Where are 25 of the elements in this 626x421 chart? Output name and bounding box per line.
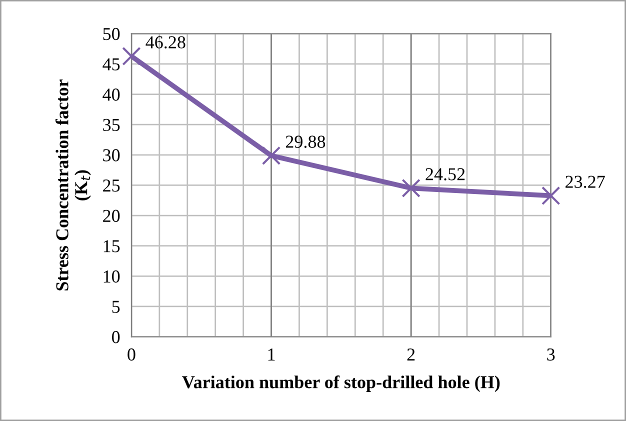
point xyxy=(402,178,420,198)
y-tick-label: 15 xyxy=(104,240,120,252)
y-axis-title: Stress Concentration factor (K$_{t}$) xyxy=(55,79,91,290)
point xyxy=(122,46,141,66)
y-tick-label: 0 xyxy=(112,331,120,344)
y-tick-label: 40 xyxy=(102,88,120,101)
x-tick-label: 1 xyxy=(268,348,275,360)
y-tick-label: 35 xyxy=(103,118,120,132)
y-tick-label: 30 xyxy=(103,149,120,162)
x-tick-label: 3 xyxy=(547,348,555,361)
point xyxy=(542,186,560,206)
point xyxy=(262,146,281,166)
y-tick-label: 25 xyxy=(103,180,120,192)
x-tick-label: 0 xyxy=(128,348,136,361)
data-label: 46.28 xyxy=(146,36,186,48)
data-label: 29.88 xyxy=(286,136,326,148)
y-tick-label: 10 xyxy=(104,270,120,283)
y-tick-label: 5 xyxy=(112,300,120,313)
data-label: 23.27 xyxy=(566,176,605,188)
y-tick-label: 50 xyxy=(103,28,120,40)
y-tick-label: 45 xyxy=(102,58,120,70)
data-label: 24.52 xyxy=(426,168,465,180)
x-axis-title: Variation number of stop-drilled hole (H) xyxy=(182,375,500,392)
x-tick-label: 2 xyxy=(407,348,415,360)
y-tick-label: 20 xyxy=(103,210,120,222)
